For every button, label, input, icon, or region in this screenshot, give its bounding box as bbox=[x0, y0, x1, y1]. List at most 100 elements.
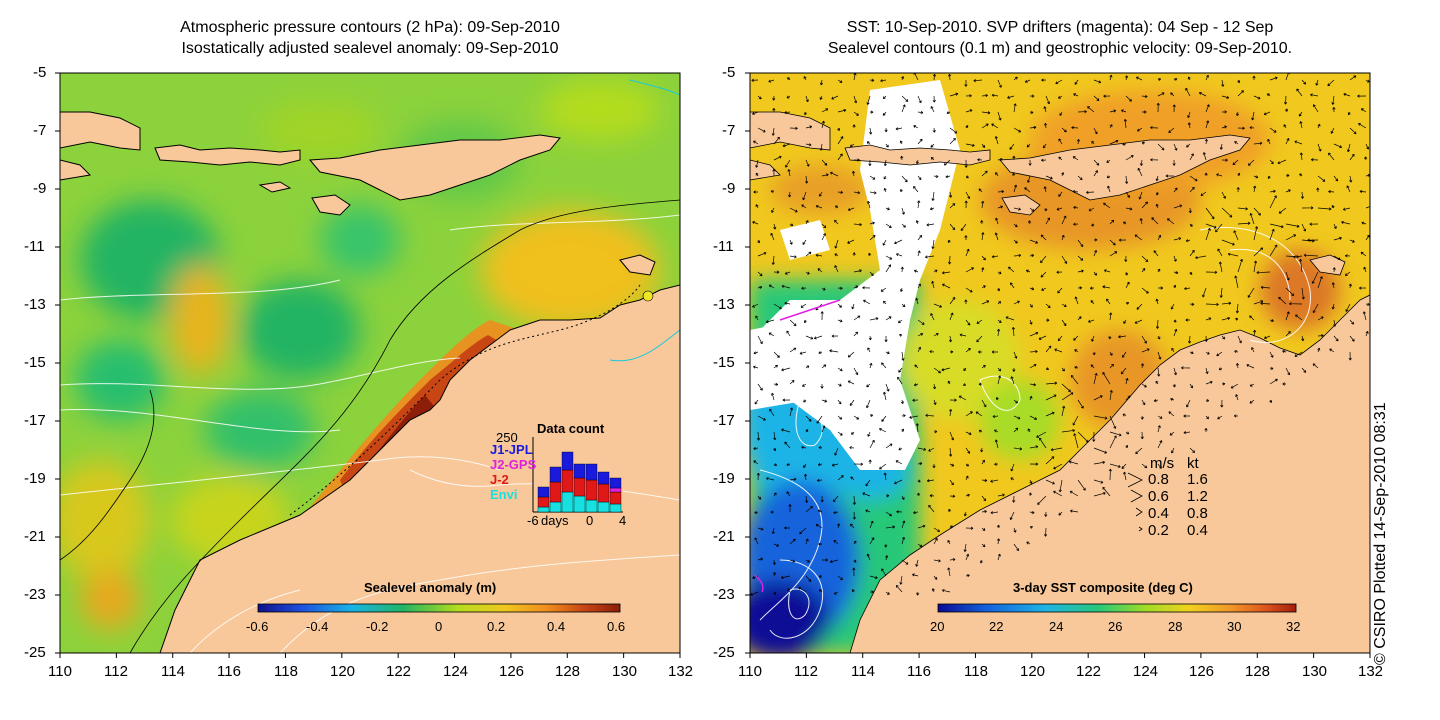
velocity-arrow bbox=[837, 575, 844, 581]
velocity-arrow bbox=[1227, 252, 1239, 257]
velocity-arrow bbox=[799, 527, 807, 535]
velocity-arrow bbox=[789, 347, 797, 353]
velocity-arrow bbox=[1345, 254, 1351, 258]
velocity-arrow bbox=[853, 331, 859, 337]
velocity-arrow bbox=[752, 221, 759, 225]
velocity-arrow bbox=[913, 383, 919, 387]
velocity-arrow bbox=[1205, 104, 1210, 113]
velocity-arrow bbox=[1122, 413, 1127, 417]
data-count-bar bbox=[573, 477, 586, 497]
velocity-legend-kt: 0.8 bbox=[1187, 505, 1208, 522]
velocity-arrow bbox=[781, 428, 791, 433]
velocity-arrow bbox=[773, 351, 780, 358]
velocity-arrow bbox=[869, 234, 876, 241]
velocity-arrow bbox=[1029, 445, 1039, 449]
velocity-arrow bbox=[1141, 110, 1147, 114]
velocity-arrow bbox=[837, 286, 843, 290]
velocity-arrow bbox=[1029, 287, 1035, 291]
velocity-arrow bbox=[821, 173, 829, 177]
velocity-arrow bbox=[1056, 207, 1063, 211]
velocity-arrow bbox=[991, 350, 999, 354]
velocity-arrow bbox=[1125, 302, 1130, 305]
velocity-arrow bbox=[1029, 94, 1035, 98]
velocity-arrow bbox=[1073, 93, 1079, 97]
velocity-arrow bbox=[1073, 205, 1079, 210]
velocity-arrow bbox=[1103, 269, 1111, 273]
velocity-arrow bbox=[1205, 302, 1219, 307]
velocity-arrow bbox=[1093, 479, 1104, 484]
velocity-arrow bbox=[930, 157, 935, 161]
velocity-arrow bbox=[851, 170, 856, 177]
velocity-arrow bbox=[866, 383, 871, 388]
velocity-arrow bbox=[1181, 366, 1191, 370]
velocity-arrow bbox=[784, 271, 791, 275]
velocity-arrow bbox=[821, 558, 829, 562]
velocity-arrow bbox=[1186, 143, 1191, 148]
velocity-arrow bbox=[949, 525, 953, 529]
velocity-arrow bbox=[1269, 378, 1278, 385]
velocity-arrow bbox=[973, 79, 983, 83]
velocity-arrow bbox=[805, 538, 809, 545]
velocity-arrow bbox=[1125, 431, 1130, 435]
velocity-arrow bbox=[1221, 158, 1228, 162]
velocity-arrow bbox=[834, 447, 839, 456]
velocity-arrow bbox=[1011, 326, 1015, 337]
velocity-arrow bbox=[1221, 79, 1225, 87]
velocity-arrow bbox=[1173, 237, 1182, 241]
velocity-arrow bbox=[1029, 383, 1037, 387]
velocity-arrow bbox=[773, 591, 776, 595]
velocity-arrow bbox=[981, 111, 991, 115]
velocity-arrow bbox=[901, 76, 905, 81]
velocity-arrow bbox=[965, 143, 975, 147]
velocity-arrow bbox=[958, 395, 967, 401]
velocity-legend-kt-header: kt bbox=[1187, 455, 1199, 472]
velocity-arrow bbox=[851, 303, 855, 310]
velocity-arrow bbox=[997, 287, 1001, 292]
velocity-arrow bbox=[1061, 172, 1065, 177]
velocity-arrow bbox=[1090, 364, 1095, 369]
velocity-arrow bbox=[941, 367, 951, 372]
velocity-arrow bbox=[930, 313, 935, 321]
velocity-arrow bbox=[1150, 126, 1159, 130]
velocity-arrow bbox=[1029, 319, 1033, 325]
velocity-arrow bbox=[1349, 127, 1357, 135]
velocity-arrow bbox=[820, 311, 824, 321]
velocity-arrow bbox=[897, 319, 903, 324]
velocity-arrow bbox=[1202, 287, 1207, 298]
velocity-arrow bbox=[773, 136, 780, 145]
velocity-arrow bbox=[928, 504, 935, 513]
velocity-arrow bbox=[805, 159, 810, 167]
velocity-arrow bbox=[899, 575, 903, 585]
velocity-arrow bbox=[757, 271, 763, 277]
velocity-arrow bbox=[769, 408, 775, 417]
velocity-arrow bbox=[1247, 287, 1255, 298]
velocity-arrow bbox=[1157, 268, 1161, 273]
sealevel-contours-right bbox=[759, 227, 1311, 639]
velocity-arrow bbox=[1125, 207, 1133, 211]
velocity-arrow bbox=[1029, 207, 1035, 212]
velocity-arrow bbox=[1333, 175, 1339, 182]
velocity-arrow bbox=[1013, 427, 1019, 433]
colorbar-tick: 26 bbox=[1108, 619, 1123, 634]
velocity-arrow bbox=[917, 200, 921, 209]
velocity-arrow bbox=[1071, 126, 1079, 130]
velocity-arrow bbox=[1093, 491, 1106, 497]
velocity-arrow bbox=[885, 511, 892, 517]
velocity-arrow bbox=[895, 460, 903, 465]
velocity-arrow bbox=[773, 270, 780, 274]
velocity-arrow bbox=[1204, 138, 1208, 145]
velocity-arrow bbox=[830, 171, 839, 177]
velocity-arrow bbox=[831, 463, 839, 467]
velocity-arrow bbox=[787, 588, 791, 593]
velocity-arrow bbox=[1053, 490, 1063, 497]
velocity-arrow bbox=[1058, 479, 1063, 493]
lon-label: 126 bbox=[499, 663, 525, 680]
velocity-arrow bbox=[803, 76, 807, 81]
velocity-arrow bbox=[1221, 191, 1226, 199]
velocity-arrow bbox=[837, 136, 844, 145]
velocity-arrow bbox=[770, 232, 775, 241]
lat-label: -15 bbox=[24, 354, 46, 371]
velocity-arrow bbox=[1299, 152, 1303, 161]
velocity-arrow bbox=[1029, 363, 1037, 369]
velocity-arrow bbox=[1187, 76, 1191, 81]
